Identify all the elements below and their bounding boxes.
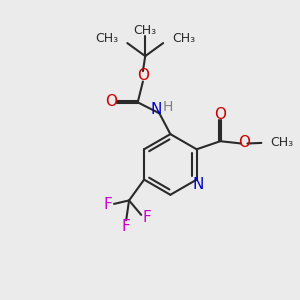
Text: N: N bbox=[151, 102, 162, 117]
Text: O: O bbox=[137, 68, 149, 83]
Text: CH₃: CH₃ bbox=[172, 32, 195, 45]
Text: CH₃: CH₃ bbox=[95, 32, 119, 45]
Text: H: H bbox=[162, 100, 173, 114]
Text: CH₃: CH₃ bbox=[271, 136, 294, 149]
Text: F: F bbox=[104, 197, 112, 212]
Text: O: O bbox=[105, 94, 117, 109]
Text: O: O bbox=[214, 106, 226, 122]
Text: F: F bbox=[121, 219, 130, 234]
Text: CH₃: CH₃ bbox=[134, 24, 157, 37]
Text: N: N bbox=[192, 177, 204, 192]
Text: O: O bbox=[238, 135, 250, 150]
Text: F: F bbox=[142, 210, 152, 225]
